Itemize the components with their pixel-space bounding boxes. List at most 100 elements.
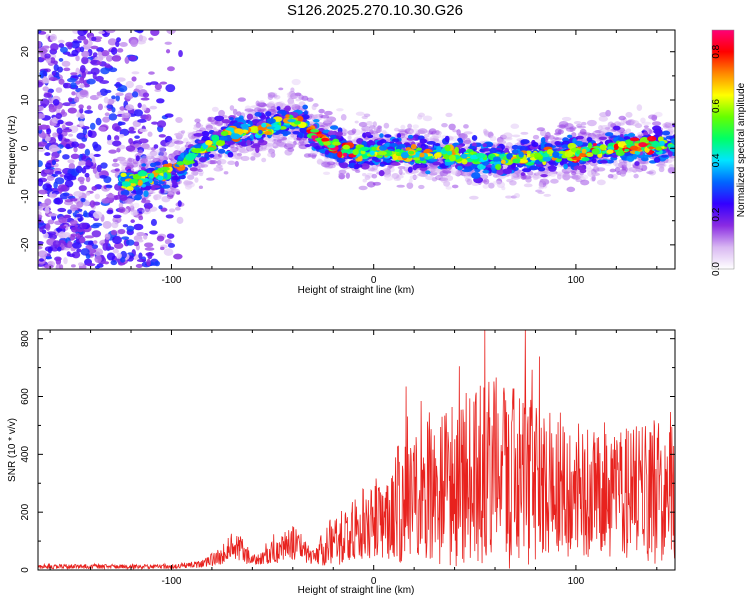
heatmap-cell bbox=[87, 129, 93, 138]
heatmap-cell bbox=[246, 139, 251, 146]
heatmap-cell bbox=[79, 90, 88, 96]
heatmap-cell bbox=[85, 176, 91, 183]
heatmap-cell bbox=[165, 141, 175, 148]
heatmap-cell bbox=[72, 40, 82, 44]
heatmap-cell bbox=[407, 166, 413, 173]
heatmap-cell bbox=[38, 141, 47, 147]
heatmap-cell bbox=[131, 91, 139, 98]
heatmap-cell bbox=[57, 184, 68, 191]
heatmap-cell bbox=[39, 73, 44, 79]
heatmap-cell bbox=[315, 145, 321, 150]
heatmap-cell bbox=[192, 171, 199, 176]
heatmap-cell bbox=[633, 173, 639, 179]
heatmap-cell bbox=[163, 172, 168, 179]
heatmap-cell bbox=[659, 164, 665, 170]
heatmap-cell bbox=[79, 46, 85, 53]
heatmap-cell bbox=[185, 181, 191, 185]
heatmap-cell bbox=[304, 144, 311, 148]
heatmap-cell bbox=[483, 130, 490, 136]
heatmap-cell bbox=[167, 190, 174, 196]
heatmap-cell bbox=[160, 186, 165, 194]
heatmap-cell bbox=[111, 162, 120, 167]
heatmap-cell bbox=[162, 163, 171, 168]
heatmap-cell bbox=[117, 228, 126, 235]
heatmap-cell bbox=[50, 43, 59, 51]
heatmap-cell bbox=[119, 256, 126, 263]
heatmap-cell bbox=[276, 106, 281, 111]
heatmap-cell bbox=[150, 218, 157, 226]
heatmap-cell bbox=[43, 264, 54, 269]
heatmap-cell bbox=[609, 168, 616, 173]
heatmap-cell bbox=[409, 128, 420, 134]
heatmap-cell bbox=[120, 176, 126, 182]
heatmap-cell bbox=[460, 153, 468, 159]
heatmap-cell bbox=[252, 143, 261, 147]
heatmap-cell bbox=[310, 129, 320, 133]
heatmap-cell bbox=[532, 134, 540, 140]
heatmap-cell bbox=[57, 246, 62, 252]
heatmap-cell bbox=[119, 156, 126, 162]
heatmap-cell bbox=[554, 141, 562, 146]
heatmap-cell bbox=[541, 180, 548, 183]
heatmap-cell bbox=[506, 153, 513, 160]
heatmap-cell bbox=[495, 163, 502, 171]
heatmap-cell bbox=[423, 133, 430, 138]
heatmap-cell bbox=[164, 41, 172, 45]
heatmap-cell bbox=[434, 142, 441, 147]
heatmap-cell bbox=[221, 119, 231, 124]
heatmap-cell bbox=[176, 216, 184, 224]
heatmap-cell bbox=[44, 198, 52, 206]
heatmap-cell bbox=[280, 110, 287, 117]
heatmap-cell bbox=[640, 164, 648, 172]
heatmap-cell bbox=[106, 193, 116, 198]
heatmap-cell bbox=[511, 144, 519, 150]
heatmap-cell bbox=[186, 174, 195, 180]
heatmap-cell bbox=[147, 131, 153, 137]
heatmap-cell bbox=[58, 43, 65, 48]
heatmap-cell bbox=[111, 140, 122, 147]
heatmap-cell bbox=[347, 135, 352, 141]
heatmap-cell bbox=[151, 121, 159, 125]
heatmap-cell bbox=[144, 247, 155, 251]
heatmap-cell bbox=[74, 96, 80, 103]
heatmap-cell bbox=[540, 174, 548, 178]
heatmap-cell bbox=[58, 134, 63, 142]
heatmap-cell bbox=[261, 122, 267, 128]
heatmap-cell bbox=[101, 198, 110, 204]
heatmap-cell bbox=[397, 129, 408, 133]
heatmap-cell bbox=[536, 127, 546, 132]
heatmap-cell bbox=[579, 168, 587, 174]
heatmap-cell bbox=[378, 170, 385, 177]
heatmap-cell bbox=[436, 146, 442, 153]
heatmap-cell bbox=[38, 160, 43, 168]
heatmap-cell bbox=[130, 161, 139, 168]
heatmap-cell bbox=[593, 165, 598, 171]
heatmap-cell bbox=[482, 184, 489, 189]
heatmap-cell bbox=[352, 148, 359, 156]
heatmap-cell bbox=[38, 241, 44, 245]
heatmap-cell bbox=[600, 124, 610, 129]
heatmap-cell bbox=[669, 146, 675, 153]
heatmap-cell bbox=[599, 111, 609, 118]
heatmap-cell bbox=[131, 71, 140, 75]
heatmap-cell bbox=[526, 170, 534, 176]
heatmap-cell bbox=[130, 219, 135, 224]
heatmap-cell bbox=[627, 133, 636, 137]
heatmap-cell bbox=[70, 233, 77, 237]
heatmap-cell bbox=[538, 182, 544, 189]
heatmap-cell bbox=[154, 260, 161, 267]
heatmap-cell bbox=[143, 190, 149, 198]
heatmap-cell bbox=[668, 164, 674, 168]
heatmap-cell bbox=[468, 145, 477, 150]
heatmap-cell bbox=[309, 142, 318, 147]
heatmap-cell bbox=[83, 210, 88, 218]
heatmap-cell bbox=[42, 232, 49, 239]
heatmap-cell bbox=[67, 159, 75, 164]
heatmap-cell bbox=[70, 204, 78, 212]
heatmap-cell bbox=[339, 162, 349, 169]
heatmap-cell bbox=[400, 151, 410, 159]
heatmap-cell bbox=[61, 124, 66, 130]
heatmap-cell bbox=[65, 143, 71, 150]
heatmap-cell bbox=[240, 123, 249, 129]
heatmap-cell bbox=[92, 222, 103, 227]
